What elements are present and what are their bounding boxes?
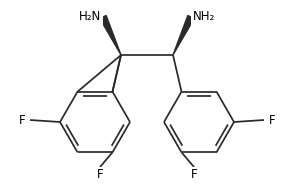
Text: H₂N: H₂N: [79, 11, 101, 23]
Polygon shape: [100, 15, 121, 55]
Polygon shape: [173, 15, 194, 55]
Text: F: F: [19, 114, 25, 126]
Text: F: F: [269, 114, 275, 126]
Text: F: F: [97, 169, 103, 181]
Text: F: F: [191, 169, 197, 181]
Text: NH₂: NH₂: [193, 11, 215, 23]
